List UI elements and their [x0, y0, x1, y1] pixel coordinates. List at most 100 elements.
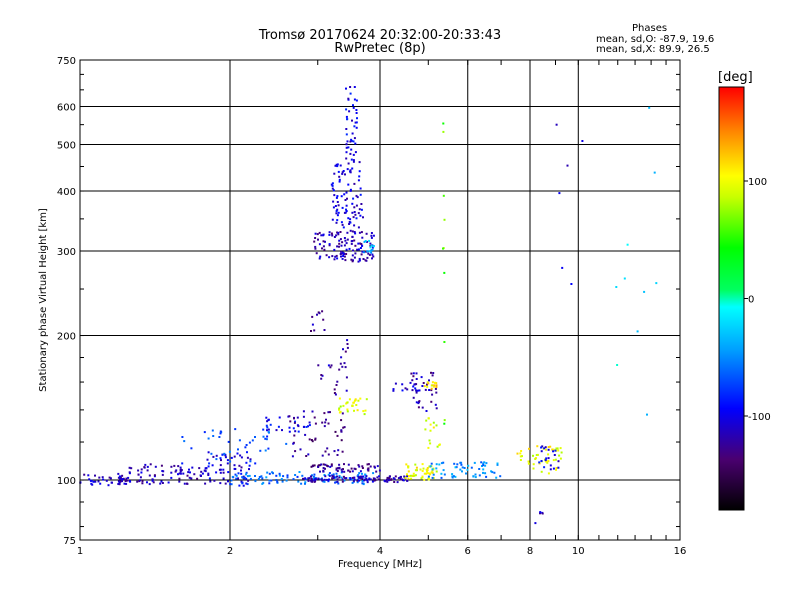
data-point	[187, 471, 190, 474]
data-point	[545, 448, 548, 451]
data-point	[340, 430, 343, 433]
data-point	[539, 512, 541, 515]
data-point	[411, 389, 414, 392]
data-point	[315, 252, 318, 255]
data-point	[426, 383, 428, 386]
data-point	[297, 425, 300, 428]
data-point	[358, 257, 361, 260]
data-point	[281, 429, 283, 432]
data-point	[420, 376, 423, 379]
data-point	[320, 234, 323, 237]
data-point	[353, 256, 356, 259]
data-point	[313, 473, 316, 476]
data-point	[248, 474, 251, 477]
data-point	[343, 193, 346, 196]
data-point	[219, 432, 222, 435]
data-point	[349, 152, 352, 155]
data-point	[415, 391, 418, 394]
data-point	[101, 476, 104, 479]
data-point	[254, 436, 256, 438]
data-point	[353, 239, 356, 242]
data-point	[292, 427, 295, 430]
data-point	[430, 384, 433, 387]
data-point	[554, 458, 557, 461]
data-point	[484, 464, 487, 467]
chart-title: Tromsø 20170624 20:32:00-20:33:43	[258, 28, 502, 43]
data-point	[429, 429, 432, 432]
data-point	[312, 464, 315, 467]
data-point	[359, 214, 362, 217]
data-point	[351, 119, 353, 122]
data-point	[354, 232, 357, 235]
data-point	[346, 410, 349, 413]
data-point	[344, 366, 347, 369]
data-point	[180, 469, 183, 472]
data-point	[351, 404, 354, 407]
data-point	[461, 466, 464, 469]
data-point	[317, 477, 320, 480]
data-point	[365, 475, 368, 478]
data-point	[119, 476, 122, 479]
data-point	[358, 479, 361, 482]
data-point	[259, 449, 262, 452]
data-point	[349, 188, 352, 191]
data-point	[344, 173, 346, 176]
data-point	[355, 99, 358, 102]
data-point	[322, 467, 325, 469]
data-point	[265, 416, 268, 419]
data-point	[434, 381, 436, 384]
data-point	[291, 455, 294, 458]
data-point	[288, 415, 291, 418]
data-point	[359, 193, 362, 196]
data-point	[266, 420, 269, 423]
data-point	[396, 481, 399, 484]
data-point	[90, 479, 93, 482]
data-point	[558, 454, 561, 457]
chart-subtitle: RwPretec (8p)	[334, 41, 426, 56]
data-point	[326, 447, 329, 450]
data-point	[288, 430, 291, 433]
data-point	[345, 208, 347, 211]
data-point	[369, 245, 372, 247]
data-point	[430, 462, 433, 465]
data-point	[224, 482, 227, 485]
data-point	[417, 406, 420, 409]
data-point	[307, 479, 310, 482]
data-point	[314, 247, 317, 250]
data-point	[140, 471, 143, 474]
data-point	[337, 170, 340, 173]
y-tick-label: 300	[57, 247, 76, 258]
data-point	[547, 457, 550, 460]
data-point	[278, 474, 281, 477]
data-point	[334, 255, 337, 258]
data-point	[363, 240, 366, 243]
data-point	[345, 191, 348, 194]
data-point	[218, 436, 221, 438]
data-point	[317, 464, 320, 467]
data-point	[360, 231, 363, 234]
data-point	[365, 477, 368, 480]
data-point	[308, 438, 311, 441]
data-point	[267, 428, 270, 431]
data-point	[412, 396, 415, 399]
data-point	[311, 315, 314, 318]
phase-note-header: Phases	[632, 23, 668, 34]
data-point	[636, 330, 639, 333]
data-point	[559, 457, 562, 460]
data-point	[435, 407, 438, 410]
data-point	[328, 243, 331, 246]
data-point	[412, 385, 415, 388]
data-point	[442, 469, 445, 472]
data-point	[212, 455, 215, 458]
data-point	[343, 426, 346, 429]
data-point	[345, 151, 348, 154]
data-point	[264, 437, 267, 440]
data-point	[435, 386, 438, 388]
data-point	[91, 483, 94, 486]
data-point	[335, 384, 338, 386]
data-point	[353, 125, 356, 128]
data-point	[317, 466, 320, 468]
data-point	[436, 445, 439, 448]
data-point	[357, 226, 360, 229]
data-point	[553, 454, 556, 456]
